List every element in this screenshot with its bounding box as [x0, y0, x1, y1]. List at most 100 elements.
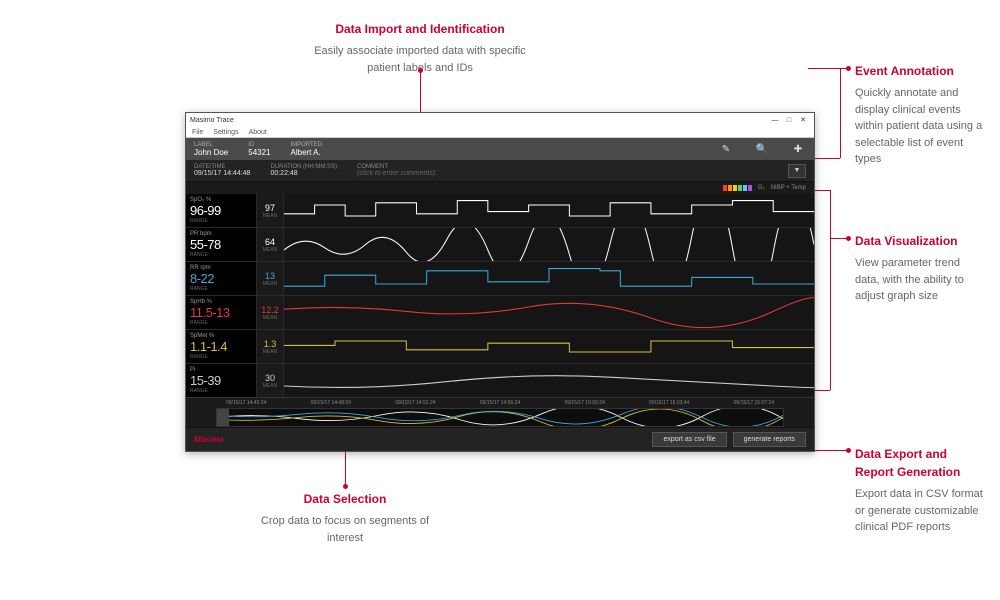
track-label: SpHb %11.5-13RANGE — [186, 296, 256, 329]
callout-annotation: Event Annotation Quickly annotate and di… — [855, 62, 985, 168]
track-sub: RANGE — [190, 252, 252, 258]
timeline-handle-left[interactable] — [217, 409, 229, 426]
session-duration-field: DURATION (HH:MM:SS) 00:22:48 — [270, 164, 337, 177]
callout-annotation-body: Quickly annotate and display clinical ev… — [855, 85, 985, 168]
leader-dot — [343, 484, 348, 489]
window-close-button[interactable]: ✕ — [796, 116, 810, 124]
track-graph[interactable] — [284, 194, 814, 227]
session-datetime-field: DATE/TIME 09/15/17 14:44:48 — [194, 164, 250, 177]
track-row: RR rpm8-22RANGE13MEAN — [186, 262, 814, 296]
patient-label-field: LABEL John Doe — [194, 142, 228, 157]
search-icon[interactable]: 🔍 — [754, 141, 770, 157]
app-window: Masimo Trace — □ ✕ File Settings About L… — [185, 112, 815, 452]
menu-about[interactable]: About — [249, 129, 267, 136]
track-current: 13MEAN — [256, 262, 284, 295]
track-range: 1.1-1.4 — [190, 339, 252, 354]
track-row: SpMet %1.1-1.4RANGE1.3MEAN — [186, 330, 814, 364]
timeline-tick: 09/15/17 14:48:24 — [311, 400, 351, 406]
edit-icon[interactable]: ✎ — [718, 141, 734, 157]
menu-settings[interactable]: Settings — [213, 129, 238, 136]
track-range: 11.5-13 — [190, 305, 252, 320]
callout-selection-title: Data Selection — [245, 490, 445, 508]
brand-logo: Masimo — [194, 435, 224, 444]
track-current: 30MEAN — [256, 364, 284, 397]
menubar: File Settings About — [186, 127, 814, 138]
tracks-panel: SpO₂ %96-99RANGE97MEANPR bpm55-78RANGE64… — [186, 194, 814, 397]
track-sub: RANGE — [190, 286, 252, 292]
track-label: SpMet %1.1-1.4RANGE — [186, 330, 256, 363]
leader — [815, 390, 830, 391]
track-sub: RANGE — [190, 218, 252, 224]
patient-id-value: 54321 — [248, 148, 270, 157]
session-comment-placeholder: (click to enter comments) — [357, 170, 435, 177]
track-row: Pi15-39RANGE30MEAN — [186, 364, 814, 397]
track-current: 97MEAN — [256, 194, 284, 227]
timeline-tick: 09/15/17 15:07:24 — [734, 400, 774, 406]
patient-id-field: ID 54321 — [248, 142, 270, 157]
leader-dot — [846, 448, 851, 453]
timeline: 09/15/17 14:45:24 09/15/17 14:48:24 09/15/… — [186, 397, 814, 427]
track-current-value: 1.3 — [264, 339, 277, 349]
callout-visualization-body: View parameter trend data, with the abil… — [855, 255, 985, 305]
patient-imported-value: Albert A. — [291, 148, 323, 157]
timeline-overview[interactable] — [216, 408, 784, 427]
window-minimize-button[interactable]: — — [768, 117, 782, 124]
generate-reports-button[interactable]: generate reports — [733, 432, 806, 447]
track-label: Pi15-39RANGE — [186, 364, 256, 397]
track-graph[interactable] — [284, 262, 814, 295]
timeline-tick: 09/15/17 14:45:24 — [226, 400, 266, 406]
callout-visualization-title: Data Visualization — [855, 232, 985, 250]
timeline-tick: 09/15/17 14:52:24 — [395, 400, 435, 406]
track-sub: RANGE — [190, 388, 252, 394]
legend-toggle-o2[interactable]: O₂ — [758, 185, 765, 191]
event-dropdown[interactable]: ▼ — [788, 164, 806, 178]
session-datetime-value: 09/15/17 14:44:48 — [194, 170, 250, 177]
track-sub: RANGE — [190, 354, 252, 360]
track-range: 15-39 — [190, 373, 252, 388]
legend-bar: O₂ NIBP + Temp — [186, 182, 814, 194]
session-duration-value: 00:22:48 — [270, 170, 337, 177]
track-range: 8-22 — [190, 271, 252, 286]
track-graph[interactable] — [284, 364, 814, 397]
menu-file[interactable]: File — [192, 129, 203, 136]
track-current-value: 30 — [265, 373, 275, 383]
track-current: 64MEAN — [256, 228, 284, 261]
track-current: 12.2MEAN — [256, 296, 284, 329]
track-graph[interactable] — [284, 330, 814, 363]
patient-bar: LABEL John Doe ID 54321 IMPORTED Albert … — [186, 138, 814, 160]
timeline-tick: 09/15/17 14:56:24 — [480, 400, 520, 406]
track-row: PR bpm55-78RANGE64MEAN — [186, 228, 814, 262]
leader — [808, 68, 848, 69]
legend-toggle-nibp[interactable]: NIBP + Temp — [771, 185, 806, 191]
chevron-down-icon: ▼ — [794, 167, 801, 174]
callout-selection: Data Selection Crop data to focus on seg… — [245, 490, 445, 546]
track-current-unit: MEAN — [263, 383, 277, 389]
patient-label-value: John Doe — [194, 148, 228, 157]
window-maximize-button[interactable]: □ — [782, 117, 796, 124]
callout-export-body: Export data in CSV format or generate cu… — [855, 486, 985, 536]
track-current-value: 13 — [265, 271, 275, 281]
track-range: 96-99 — [190, 203, 252, 218]
track-graph[interactable] — [284, 296, 814, 329]
track-graph[interactable] — [284, 228, 814, 261]
track-label: SpO₂ %96-99RANGE — [186, 194, 256, 227]
timeline-ticks: 09/15/17 14:45:24 09/15/17 14:48:24 09/15/… — [186, 398, 814, 408]
track-sub: RANGE — [190, 320, 252, 326]
annotate-icon[interactable]: ✚ — [790, 141, 806, 157]
track-row: SpO₂ %96-99RANGE97MEAN — [186, 194, 814, 228]
track-current-value: 97 — [265, 203, 275, 213]
session-comment-field[interactable]: COMMENT (click to enter comments) — [357, 164, 435, 177]
callout-annotation-title: Event Annotation — [855, 62, 985, 80]
track-current-unit: MEAN — [263, 247, 277, 253]
rainbow-legend — [723, 185, 752, 191]
track-current-value: 64 — [265, 237, 275, 247]
track-label: RR rpm8-22RANGE — [186, 262, 256, 295]
callout-visualization: Data Visualization View parameter trend … — [855, 232, 985, 305]
track-current-unit: MEAN — [263, 281, 277, 287]
callout-import-title: Data Import and Identification — [310, 20, 530, 38]
track-current-unit: MEAN — [263, 315, 277, 321]
track-current-unit: MEAN — [263, 213, 277, 219]
window-title: Masimo Trace — [190, 117, 234, 124]
leader — [815, 190, 830, 191]
export-csv-button[interactable]: export as csv file — [652, 432, 726, 447]
